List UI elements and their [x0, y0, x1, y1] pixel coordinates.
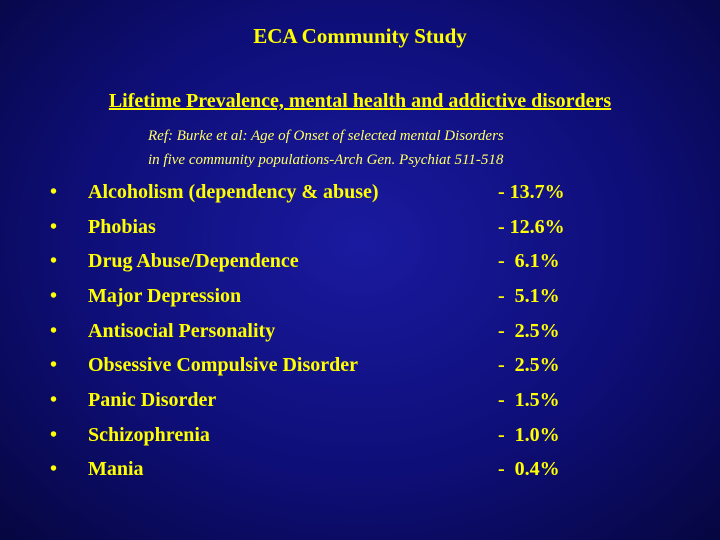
disorder-name: Obsessive Compulsive Disorder	[88, 354, 358, 377]
bullet-icon: •	[50, 250, 58, 273]
bullet-icon: •	[50, 215, 58, 238]
bullet-icon: •	[50, 354, 58, 377]
list-item: • Panic Disorder - 1.5%	[50, 383, 610, 418]
prevalence-value: - 1.0%	[498, 423, 560, 446]
list-item: • Phobias - 12.6%	[50, 210, 610, 245]
bullet-icon: •	[50, 458, 58, 481]
prevalence-value: - 2.5%	[498, 354, 560, 377]
bullet-icon: •	[50, 319, 58, 342]
disorder-name: Panic Disorder	[88, 388, 217, 411]
disorder-name: Drug Abuse/Dependence	[88, 250, 299, 273]
disorder-name: Major Depression	[88, 284, 242, 307]
list-item: • Mania - 0.4%	[50, 453, 610, 488]
prevalence-value: - 0.4%	[498, 458, 560, 481]
prevalence-value: - 12.6%	[498, 215, 565, 238]
slide-title: ECA Community Study	[253, 24, 467, 48]
prevalence-value: - 13.7%	[498, 180, 565, 203]
list-item: • Alcoholism (dependency & abuse) - 13.7…	[50, 175, 610, 210]
slide-subtitle: Lifetime Prevalence, mental health and a…	[108, 90, 612, 112]
reference-line-1: Ref: Burke et al: Age of Onset of select…	[148, 128, 504, 144]
disorder-name: Schizophrenia	[88, 423, 210, 446]
bullet-icon: •	[50, 388, 58, 411]
bullet-icon: •	[50, 423, 58, 446]
prevalence-value: - 1.5%	[498, 388, 560, 411]
reference-line-2: in five community populations-Arch Gen. …	[148, 152, 504, 168]
prevalence-value: - 5.1%	[498, 284, 560, 307]
reference-citation: Ref: Burke et al: Age of Onset of select…	[148, 124, 608, 172]
list-item: • Schizophrenia - 1.0%	[50, 418, 610, 453]
prevalence-value: - 2.5%	[498, 319, 560, 342]
disorder-name: Alcoholism (dependency & abuse)	[88, 180, 379, 203]
list-item: • Antisocial Personality - 2.5%	[50, 314, 610, 349]
disorder-name: Antisocial Personality	[88, 319, 276, 342]
list-item: • Major Depression - 5.1%	[50, 279, 610, 314]
bullet-icon: •	[50, 180, 58, 203]
prevalence-value: - 6.1%	[498, 250, 560, 273]
list-item: • Obsessive Compulsive Disorder - 2.5%	[50, 348, 610, 383]
bullet-icon: •	[50, 284, 58, 307]
disorder-name: Mania	[88, 458, 144, 481]
disorder-name: Phobias	[88, 215, 156, 238]
disorder-list: • Alcoholism (dependency & abuse) - 13.7…	[50, 175, 610, 487]
list-item: • Drug Abuse/Dependence - 6.1%	[50, 244, 610, 279]
